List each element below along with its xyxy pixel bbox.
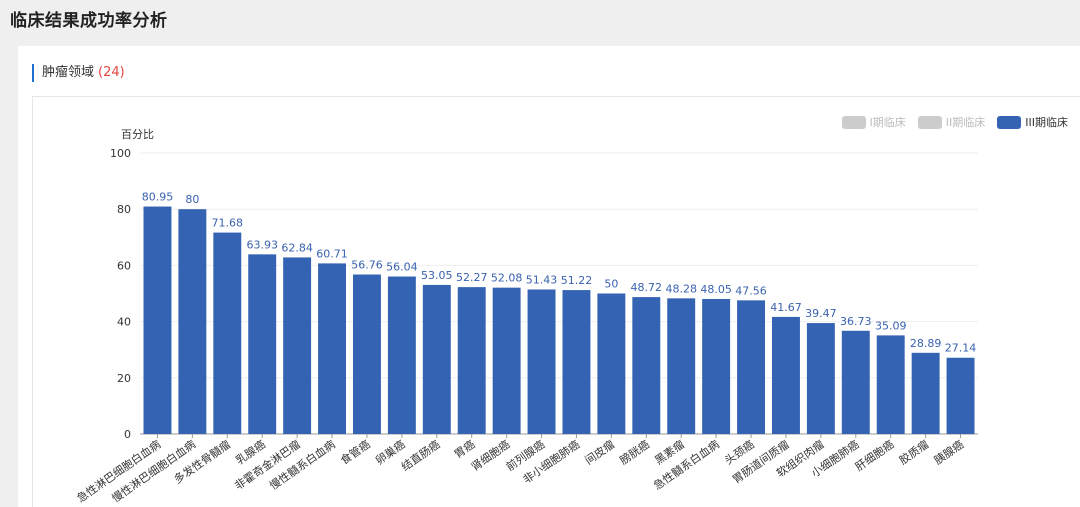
bar bbox=[318, 263, 347, 434]
data-label: 51.22 bbox=[561, 274, 593, 287]
legend-swatch bbox=[997, 115, 1022, 129]
section-title: 肿瘤领域 bbox=[42, 65, 95, 80]
x-tick-label: 间皮瘤 bbox=[582, 437, 617, 467]
bar bbox=[387, 276, 416, 434]
bar bbox=[946, 357, 975, 434]
bar bbox=[178, 209, 207, 434]
data-label: 53.05 bbox=[421, 269, 453, 282]
chart-legend: I期临床 II期临床 III期临床 bbox=[841, 114, 1068, 130]
bar bbox=[806, 323, 835, 434]
data-label: 52.27 bbox=[456, 271, 488, 284]
page-title: 临床结果成功率分析 bbox=[10, 11, 168, 31]
bar bbox=[457, 287, 486, 434]
bar bbox=[213, 232, 242, 434]
y-tick-label: 100 bbox=[110, 147, 131, 160]
data-label: 51.43 bbox=[526, 273, 558, 286]
bar bbox=[771, 316, 800, 434]
data-label: 48.05 bbox=[700, 283, 732, 296]
legend-item-phase2[interactable]: II期临床 bbox=[917, 114, 986, 130]
bar bbox=[143, 206, 172, 434]
x-tick-label: 胃癌 bbox=[451, 437, 477, 461]
data-label: 80.95 bbox=[142, 191, 174, 204]
bar bbox=[248, 254, 277, 434]
data-label: 71.68 bbox=[212, 217, 244, 230]
data-label: 60.71 bbox=[316, 247, 348, 260]
legend-item-phase3[interactable]: III期临床 bbox=[997, 114, 1068, 130]
data-label: 47.56 bbox=[735, 284, 767, 297]
x-tick-label: 肾细胞癌 bbox=[468, 437, 512, 474]
x-tick-label: 膀胱癌 bbox=[617, 437, 652, 467]
y-tick-label: 80 bbox=[117, 203, 131, 216]
bar bbox=[911, 352, 940, 434]
bar bbox=[492, 287, 521, 434]
x-tick-label: 胶质瘤 bbox=[896, 437, 931, 467]
y-tick-label: 20 bbox=[117, 372, 131, 385]
data-label: 63.93 bbox=[246, 238, 278, 251]
bar bbox=[283, 257, 312, 434]
legend-item-phase1[interactable]: I期临床 bbox=[841, 114, 906, 130]
legend-label: II期临床 bbox=[945, 116, 986, 129]
x-tick-label: 食管癌 bbox=[338, 437, 373, 467]
bar bbox=[422, 284, 451, 434]
data-label: 56.76 bbox=[351, 259, 383, 272]
data-label: 41.67 bbox=[770, 301, 802, 314]
data-label: 39.47 bbox=[805, 307, 837, 320]
section-count: (24) bbox=[98, 65, 125, 80]
data-label: 36.73 bbox=[840, 315, 872, 328]
bar bbox=[667, 298, 696, 434]
data-label: 50 bbox=[604, 278, 618, 291]
data-label: 62.84 bbox=[281, 241, 313, 254]
bar bbox=[597, 293, 626, 434]
data-label: 35.09 bbox=[875, 319, 907, 332]
data-label: 28.89 bbox=[910, 337, 942, 350]
y-tick-label: 40 bbox=[117, 316, 131, 329]
data-label: 52.08 bbox=[491, 272, 523, 285]
bar bbox=[876, 335, 905, 434]
x-tick-label: 肝细胞癌 bbox=[852, 437, 896, 474]
data-label: 48.72 bbox=[631, 281, 663, 294]
section-divider bbox=[32, 96, 1080, 97]
bar bbox=[352, 274, 381, 434]
bar bbox=[702, 298, 731, 434]
bar bbox=[632, 297, 661, 434]
y-tick-label: 60 bbox=[117, 259, 131, 272]
chart-area bbox=[32, 97, 1080, 507]
data-label: 27.14 bbox=[945, 342, 977, 355]
legend-label: III期临床 bbox=[1025, 116, 1068, 129]
x-tick-label: 结直肠癌 bbox=[398, 437, 442, 474]
bar bbox=[841, 330, 870, 434]
bar bbox=[737, 300, 766, 434]
bar bbox=[562, 290, 591, 434]
legend-swatch bbox=[841, 115, 866, 129]
x-tick-label: 胰腺癌 bbox=[931, 437, 966, 467]
legend-swatch bbox=[917, 115, 942, 129]
data-label: 48.28 bbox=[665, 282, 697, 295]
section-header: 肿瘤领域 (24) bbox=[32, 64, 125, 82]
y-tick-label: 0 bbox=[124, 428, 131, 441]
data-label: 80 bbox=[185, 193, 199, 206]
bar bbox=[527, 289, 556, 434]
legend-label: I期临床 bbox=[869, 116, 906, 129]
data-label: 56.04 bbox=[386, 261, 418, 274]
y-axis-label: 百分比 bbox=[121, 128, 154, 141]
